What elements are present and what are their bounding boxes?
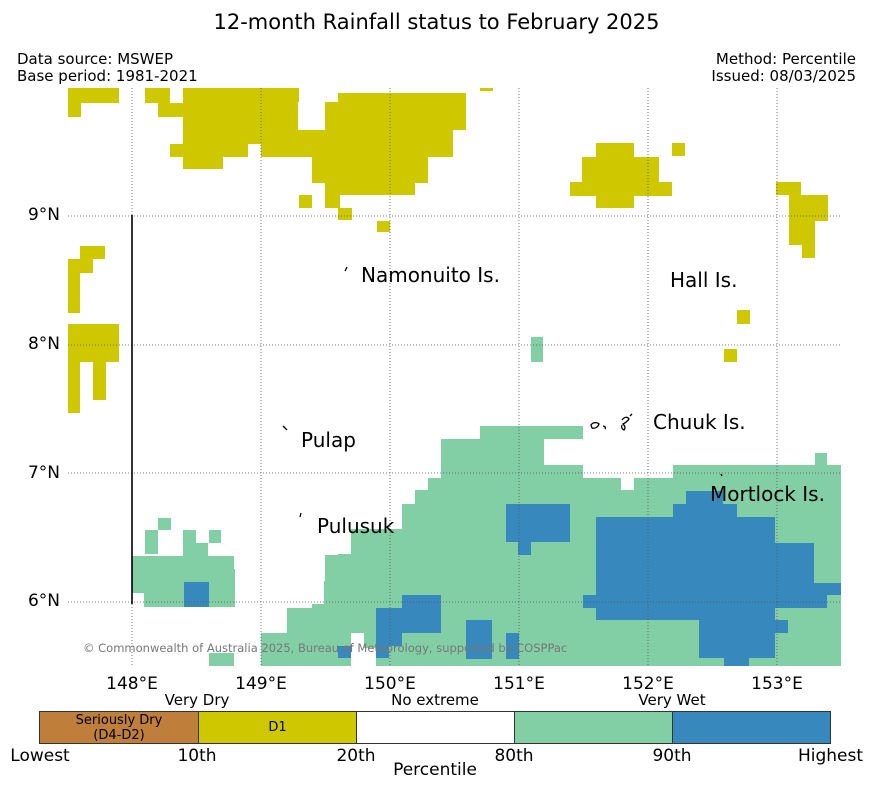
- legend-seriously-dry-label: Seriously Dry (D4-D2): [75, 712, 163, 743]
- legend-tick: Highest: [797, 746, 864, 766]
- rainfall-map: Namonuito Is. Hall Is. Pulap Chuuk Is. P…: [68, 88, 841, 666]
- place-pulap: Pulap: [301, 428, 356, 452]
- issued-date: Issued: 08/03/2025: [711, 67, 856, 85]
- copyright-notice: © Commonwealth of Australia 2025, Bureau…: [83, 641, 568, 655]
- legend-d1: D1: [198, 711, 357, 744]
- legend-category-no-extreme: No extreme: [391, 691, 479, 709]
- lat-label: 7°N: [27, 463, 60, 483]
- lat-label: 9°N: [27, 205, 60, 225]
- legend-category-very-dry: Very Dry: [164, 691, 230, 709]
- legend-highest: [672, 711, 831, 744]
- no-extreme-gaps: [132, 529, 376, 666]
- lon-label: 148°E: [106, 674, 158, 694]
- lon-label: 153°E: [751, 674, 803, 694]
- island-outlines: [282, 266, 723, 518]
- legend-tick: Lowest: [10, 746, 70, 766]
- legend-d1-label: D1: [268, 720, 287, 735]
- data-source: Data source: MSWEP: [17, 50, 174, 68]
- legend-category-very-wet: Very Wet: [638, 691, 706, 709]
- place-hall: Hall Is.: [670, 268, 738, 292]
- d1-region: [68, 88, 828, 413]
- legend-tick: 10th: [177, 746, 217, 766]
- legend-very-wet: [514, 711, 673, 744]
- lon-label: 152°E: [622, 674, 674, 694]
- legend-seriously-dry: Seriously Dry (D4-D2): [39, 711, 199, 744]
- method: Method: Percentile: [715, 50, 856, 68]
- legend-tick: 80th: [494, 746, 534, 766]
- base-period: Base period: 1981-2021: [17, 67, 198, 85]
- highest-region: [184, 491, 841, 666]
- legend-tick: 90th: [652, 746, 692, 766]
- place-mortlock: Mortlock Is.: [710, 482, 825, 506]
- legend-tick: 20th: [336, 746, 376, 766]
- place-namonuito: Namonuito Is.: [361, 263, 500, 287]
- lat-label: 6°N: [27, 591, 60, 611]
- lon-label: 150°E: [364, 674, 416, 694]
- place-pulusuk: Pulusuk: [317, 514, 395, 538]
- place-chuuk: Chuuk Is.: [653, 410, 746, 434]
- lon-label: 149°E: [235, 674, 287, 694]
- lon-label: 151°E: [493, 674, 545, 694]
- map-title: 12-month Rainfall status to February 202…: [213, 10, 660, 34]
- legend-no-extreme: [356, 711, 515, 744]
- legend-axis-label: Percentile: [393, 760, 477, 780]
- lat-label: 8°N: [27, 334, 60, 354]
